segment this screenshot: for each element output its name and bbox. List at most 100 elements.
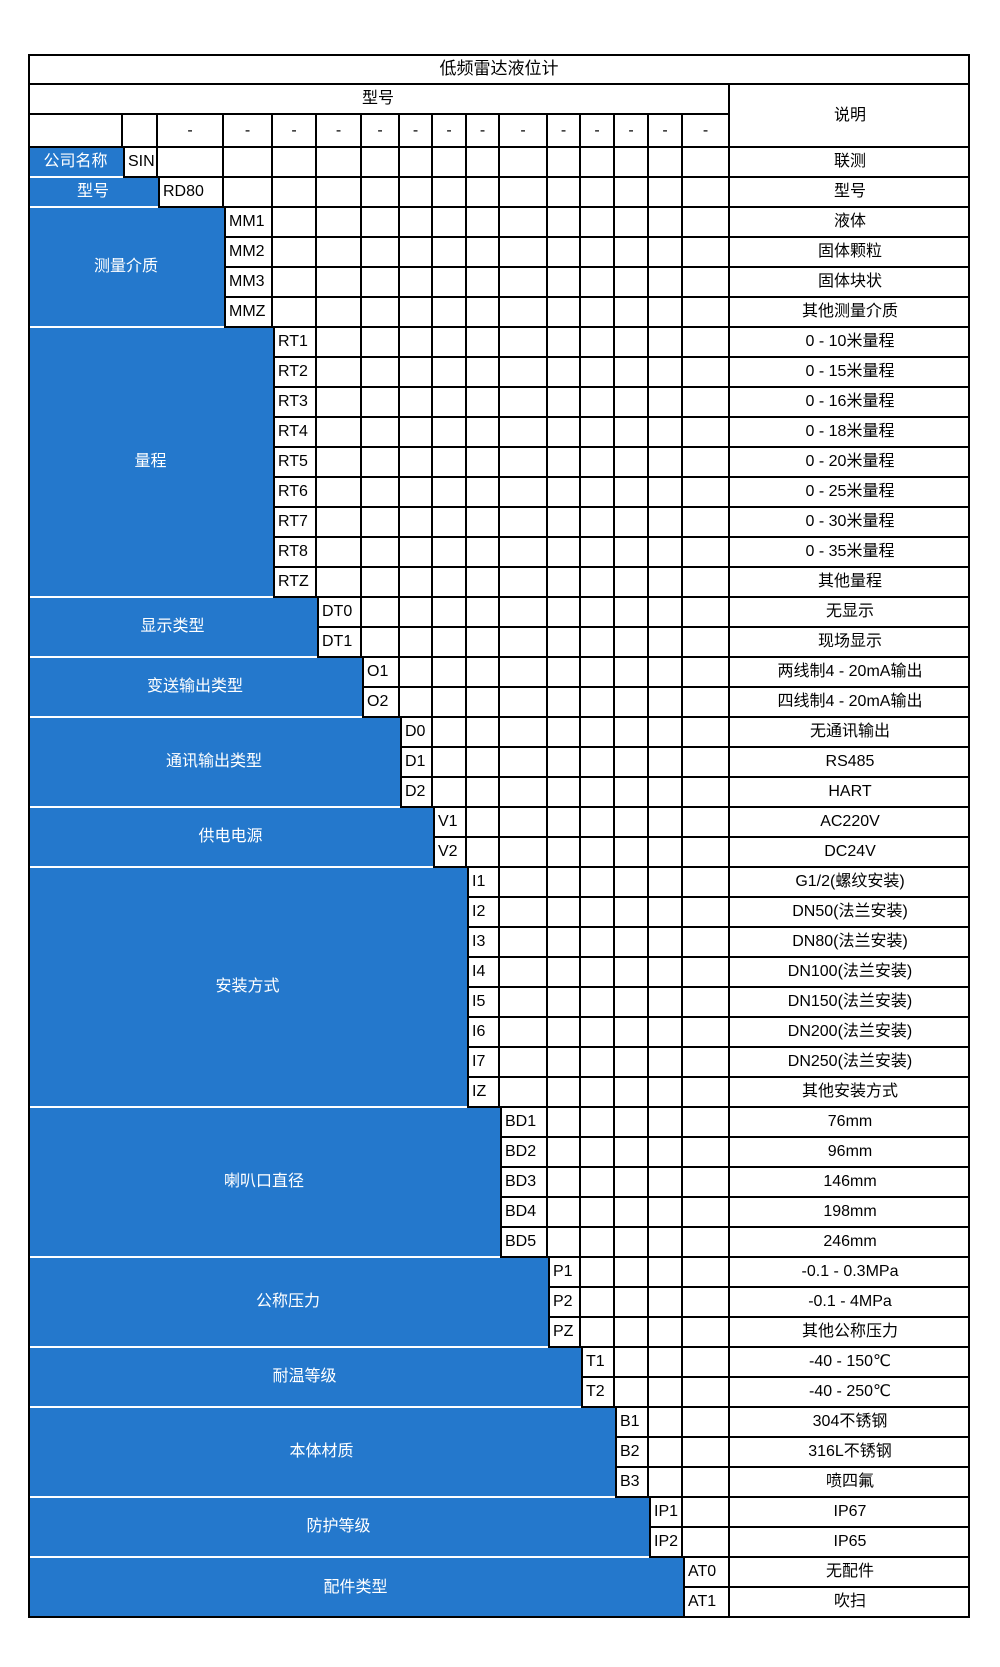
code-cell-IZ: IZ [467,1078,500,1108]
empty-cell [581,418,615,448]
dash-cell: - [224,115,273,148]
empty-cell [683,298,730,328]
desc-cell-I5: DN150(法兰安装) [730,988,970,1018]
empty-cell [683,988,730,1018]
empty-cell [362,598,400,628]
section-label-comm-output: 通讯输出类型 [28,718,400,808]
empty-cell [581,628,615,658]
empty-cell [581,1288,615,1318]
empty-cell [581,1018,615,1048]
empty-cell [362,148,400,178]
section-label-protection: 防护等级 [28,1498,649,1558]
empty-cell [548,808,581,838]
empty-cell [649,1258,683,1288]
empty-cell [683,958,730,988]
empty-cell [683,1318,730,1348]
desc-cell-D2: HART [730,778,970,808]
empty-cell [400,298,433,328]
empty-cell [317,448,362,478]
empty-cell [500,868,548,898]
desc-cell-I2: DN50(法兰安装) [730,898,970,928]
empty-cell [649,628,683,658]
empty-cell [615,958,649,988]
empty-cell [467,358,500,388]
desc-cell-V1: AC220V [730,808,970,838]
empty-cell [362,178,400,208]
empty-cell [400,268,433,298]
code-cell-IP2: IP2 [649,1528,683,1558]
empty-cell [500,178,548,208]
empty-cell [362,268,400,298]
empty-cell [615,298,649,328]
empty-cell [581,808,615,838]
empty-cell [615,748,649,778]
empty-cell [615,1048,649,1078]
empty-cell [548,1228,581,1258]
code-cell-DT1: DT1 [317,628,362,658]
empty-cell [649,1078,683,1108]
code-cell-MM1: MM1 [224,208,273,238]
empty-cell [615,1168,649,1198]
desc-cell-RT8: 0 - 35米量程 [730,538,970,568]
empty-cell [500,748,548,778]
code-cell-V2: V2 [433,838,467,868]
empty-cell [467,508,500,538]
code-cell-BD3: BD3 [500,1168,548,1198]
empty-cell [683,1138,730,1168]
empty-cell [500,718,548,748]
empty-cell [649,1288,683,1318]
empty-cell [548,568,581,598]
empty-cell [649,1048,683,1078]
empty-cell [362,208,400,238]
empty-cell [467,688,500,718]
empty-cell [467,388,500,418]
empty-cell [362,538,400,568]
empty-cell [467,208,500,238]
desc-cell-RD80: 型号 [730,178,970,208]
empty-cell [581,328,615,358]
empty-cell [467,838,500,868]
empty-cell [433,268,467,298]
empty-cell [683,268,730,298]
empty-cell [548,298,581,328]
code-cell-BD5: BD5 [500,1228,548,1258]
empty-cell [548,238,581,268]
desc-cell-AT1: 吹扫 [730,1588,970,1618]
desc-cell-V2: DC24V [730,838,970,868]
empty-cell [500,958,548,988]
empty-cell [581,238,615,268]
code-cell-DT0: DT0 [317,598,362,628]
model-code-header: 型号 [28,85,730,115]
desc-cell-P2: -0.1 - 4MPa [730,1288,970,1318]
empty-cell [500,478,548,508]
code-cell-RD80: RD80 [158,178,224,208]
empty-cell [317,148,362,178]
empty-cell [548,718,581,748]
empty-cell [400,658,433,688]
section-label-range: 量程 [28,328,273,598]
code-cell-O2: O2 [362,688,400,718]
empty-cell [683,1228,730,1258]
empty-cell [683,478,730,508]
empty-cell [433,298,467,328]
empty-cell [158,148,224,178]
dash-cell: - [615,115,649,148]
empty-cell [273,298,317,328]
empty-cell [615,568,649,598]
empty-cell [615,718,649,748]
empty-cell [433,598,467,628]
dash-cell: - [649,115,683,148]
code-cell-I4: I4 [467,958,500,988]
table-title: 低频雷达液位计 [28,54,970,85]
empty-cell [615,1198,649,1228]
empty-cell [683,1198,730,1228]
empty-cell [649,268,683,298]
desc-cell-B3: 喷四氟 [730,1468,970,1498]
empty-cell [500,1018,548,1048]
empty-cell [362,358,400,388]
empty-cell [615,928,649,958]
empty-cell [400,688,433,718]
empty-cell [467,598,500,628]
empty-cell [649,418,683,448]
section-label-pressure: 公称压力 [28,1258,548,1348]
